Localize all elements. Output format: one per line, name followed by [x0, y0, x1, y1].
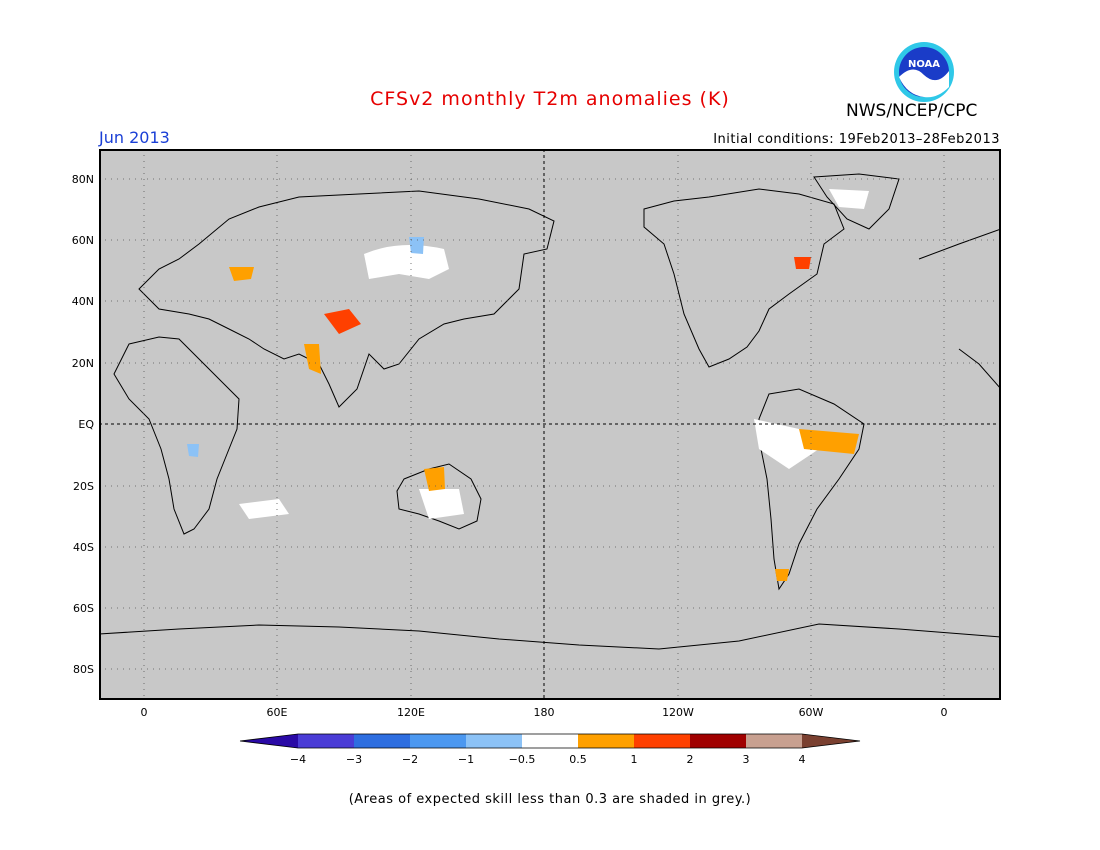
- scale-box-1: [298, 734, 354, 748]
- lat-label-80n: 80N: [72, 173, 94, 186]
- agency-label: NWS/NCEP/CPC: [846, 101, 978, 121]
- world-map: [99, 149, 1001, 700]
- warm-patch-labrador: [794, 257, 811, 269]
- eurasia-outline: [138, 190, 555, 408]
- white-patch-greenland: [829, 189, 869, 209]
- africa-outline: [113, 336, 240, 535]
- scale-label-3: −2: [402, 753, 418, 766]
- scale-arrow-high: [802, 734, 860, 748]
- scale-label-9: 3: [743, 753, 750, 766]
- lon-label-120e: 120E: [397, 706, 425, 719]
- forecast-period: Jun 2013: [99, 128, 170, 147]
- reference-lines: [99, 149, 1001, 700]
- coastlines: [99, 173, 1001, 650]
- map-title: CFSv2 monthly T2m anomalies (K): [370, 88, 730, 110]
- warm-patch-caspian: [229, 267, 254, 281]
- scale-label-4: −1: [458, 753, 474, 766]
- scale-box-5: [522, 734, 578, 748]
- lon-label-60w: 60W: [799, 706, 824, 719]
- greenland-outline: [813, 173, 900, 230]
- white-patch-australia: [419, 489, 464, 519]
- noaa-logo: NOAA: [894, 42, 954, 102]
- anomaly-patches: [187, 189, 869, 581]
- logo-bird: [899, 69, 949, 98]
- longitude-axis: 0 60E 120E 180 120W 60W 0: [141, 706, 948, 719]
- lon-label-0: 0: [141, 706, 148, 719]
- scale-label-8: 2: [687, 753, 694, 766]
- scale-label-5: −0.5: [509, 753, 536, 766]
- scale-box-3: [410, 734, 466, 748]
- latitude-axis: 80N 60N 40N 20N EQ 20S 40S 60S 80S: [72, 173, 95, 676]
- scale-box-8: [690, 734, 746, 748]
- lon-label-60e: 60E: [267, 706, 288, 719]
- scale-label-6: 0.5: [569, 753, 587, 766]
- antarctica-outline: [99, 623, 1001, 650]
- warm-patch-australia: [424, 467, 445, 491]
- lat-label-40s: 40S: [73, 541, 94, 554]
- warm-patch-brazil: [799, 429, 859, 454]
- color-scale: −4 −3 −2 −1 −0.5 0.5 1 2 3 4: [239, 733, 861, 766]
- scale-border: [239, 733, 861, 749]
- scale-box-4: [466, 734, 522, 748]
- cool-patch-africa: [187, 444, 199, 457]
- north-america-outline: [643, 188, 845, 368]
- scale-arrow-low: [240, 734, 298, 748]
- lon-label-180: 180: [534, 706, 555, 719]
- lon-label-120w: 120W: [662, 706, 694, 719]
- south-america-outline: [758, 388, 865, 591]
- scale-label-7: 1: [631, 753, 638, 766]
- europe-wrap-outline: [918, 228, 1001, 390]
- scale-box-7: [634, 734, 690, 748]
- australia-outline: [396, 463, 482, 530]
- cool-patch-siberia: [409, 237, 424, 254]
- scale-label-10: 4: [799, 753, 806, 766]
- lat-label-60s: 60S: [73, 602, 94, 615]
- white-patch-africa: [239, 499, 289, 519]
- lat-label-eq: EQ: [78, 418, 94, 431]
- logo-text: NOAA: [908, 59, 940, 70]
- warm-patch-india: [304, 344, 321, 374]
- white-patch-asia: [364, 245, 449, 279]
- lat-label-40n: 40N: [72, 295, 94, 308]
- lon-label-0-east: 0: [941, 706, 948, 719]
- map-frame: [99, 149, 1001, 700]
- warm-patch-tibet: [324, 309, 361, 334]
- skill-note: (Areas of expected skill less than 0.3 a…: [348, 792, 752, 807]
- white-patch-south-america: [754, 419, 819, 469]
- lat-label-60n: 60N: [72, 234, 94, 247]
- lat-label-20n: 20N: [72, 357, 94, 370]
- lat-label-80s: 80S: [73, 663, 94, 676]
- initial-conditions: Initial conditions: 19Feb2013–28Feb2013: [713, 132, 1000, 147]
- scale-box-2: [354, 734, 410, 748]
- scale-label-1: −4: [290, 753, 306, 766]
- graticule: [99, 149, 1001, 700]
- scale-box-9: [746, 734, 802, 748]
- lat-label-20s: 20S: [73, 480, 94, 493]
- warm-patch-patagonia: [775, 569, 789, 581]
- scale-box-6: [578, 734, 634, 748]
- scale-label-2: −3: [346, 753, 362, 766]
